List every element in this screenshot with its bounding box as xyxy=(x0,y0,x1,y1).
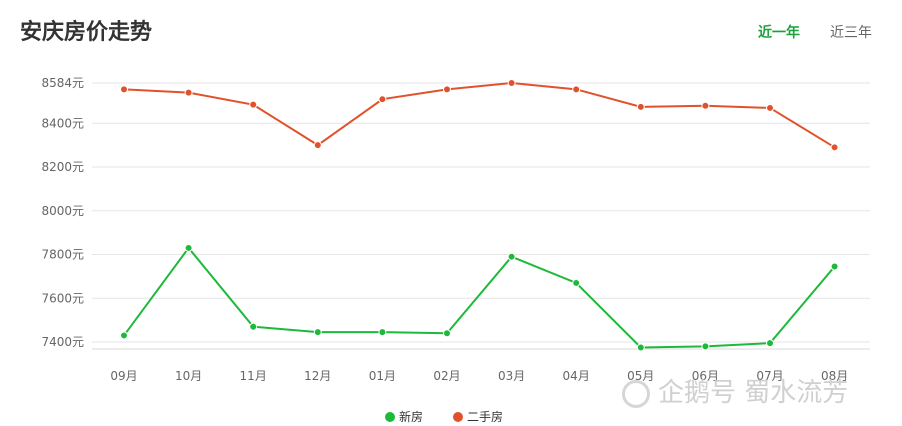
period-tabs: 近一年 近三年 xyxy=(758,22,872,42)
x-tick-label: 04月 xyxy=(563,369,590,383)
legend-label: 二手房 xyxy=(467,409,503,424)
x-tick-label: 06月 xyxy=(692,369,719,383)
data-point xyxy=(636,102,645,111)
series-line-new xyxy=(123,246,836,349)
series-line-second xyxy=(123,81,836,149)
data-point xyxy=(507,252,516,261)
y-tick-label: 8200元 xyxy=(41,160,84,174)
watermark-text: 企鹅号 蜀水流芳 xyxy=(658,378,849,408)
y-tick-label: 8400元 xyxy=(41,116,84,130)
data-point xyxy=(572,85,581,94)
y-tick-label: 7800元 xyxy=(41,248,84,262)
y-tick-label: 8584元 xyxy=(41,76,84,90)
data-point xyxy=(766,103,774,112)
data-point xyxy=(701,342,710,351)
data-point xyxy=(378,328,387,337)
x-tick-label: 09月 xyxy=(110,369,137,383)
x-tick-label: 12月 xyxy=(304,369,331,383)
y-tick-label: 7600元 xyxy=(41,291,84,305)
tab-three-years[interactable]: 近三年 xyxy=(830,25,872,41)
x-tick-label: 11月 xyxy=(240,369,267,383)
data-point xyxy=(443,85,451,94)
y-tick-label: 7400元 xyxy=(41,335,84,349)
x-tick-label: 10月 xyxy=(175,369,202,383)
data-point xyxy=(378,95,387,104)
data-point xyxy=(507,79,516,87)
watermark: 企鹅号 蜀水流芳 xyxy=(622,372,848,409)
data-point xyxy=(249,100,258,109)
data-point xyxy=(443,329,451,338)
data-point xyxy=(766,339,774,348)
data-point xyxy=(184,243,193,252)
tab-one-year[interactable]: 近一年 xyxy=(758,25,800,41)
x-tick-label: 07月 xyxy=(756,369,783,383)
legend-marker xyxy=(385,412,395,422)
data-point xyxy=(184,88,193,97)
x-tick-label: 02月 xyxy=(433,369,460,383)
data-point xyxy=(120,331,128,340)
data-point xyxy=(636,343,645,352)
data-point xyxy=(313,328,322,337)
penguin-logo-icon xyxy=(622,379,650,408)
chart-title: 安庆房价走势 xyxy=(20,20,153,45)
data-point xyxy=(701,101,710,110)
y-tick-label: 8000元 xyxy=(41,204,84,218)
x-tick-label: 03月 xyxy=(498,369,525,383)
legend-marker xyxy=(453,412,463,422)
data-point xyxy=(830,143,839,152)
data-point xyxy=(313,141,322,150)
data-point xyxy=(572,278,581,287)
legend-label: 新房 xyxy=(399,409,423,424)
data-point xyxy=(249,322,258,331)
data-point xyxy=(120,85,128,94)
x-tick-label: 08月 xyxy=(821,369,848,383)
x-tick-label: 01月 xyxy=(369,369,396,383)
data-point xyxy=(830,262,839,271)
